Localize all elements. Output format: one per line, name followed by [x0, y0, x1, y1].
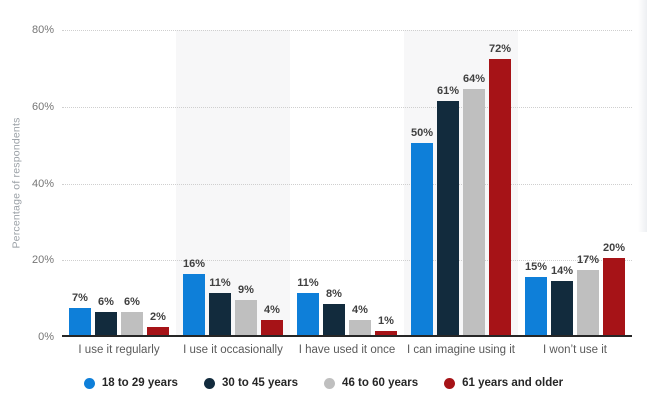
legend-item: 46 to 60 years: [324, 377, 418, 389]
bar-value-label: 15%: [524, 261, 548, 274]
bar[interactable]: [349, 319, 371, 335]
y-tick-label: 0%: [38, 331, 54, 343]
bar[interactable]: [69, 308, 91, 335]
y-tick-label: 80%: [31, 24, 54, 36]
bar[interactable]: [489, 58, 511, 335]
legend-item: 61 years and older: [444, 377, 563, 389]
legend-item: 18 to 29 years: [83, 377, 178, 389]
bar-wrapper: 14%: [551, 265, 573, 335]
x-category-label: I use it regularly: [78, 344, 160, 356]
bar-wrapper: 1%: [375, 315, 397, 335]
bar[interactable]: [261, 319, 283, 335]
y-tick-label: 60%: [31, 100, 54, 113]
bar-wrapper: 50%: [411, 127, 433, 335]
bar-wrapper: 8%: [323, 288, 345, 335]
bar-wrapper: 72%: [489, 43, 511, 335]
bar-wrapper: 7%: [69, 292, 91, 335]
bar-value-label: 17%: [576, 253, 600, 266]
bar-value-label: 8%: [326, 288, 342, 301]
bar-wrapper: 4%: [261, 304, 283, 335]
bar-group: 50% 61% 64% 72%: [404, 30, 518, 335]
bar-value-label: 7%: [72, 292, 88, 305]
bar[interactable]: [183, 273, 205, 335]
bar[interactable]: [297, 292, 319, 335]
bar-group: 11% 8% 4% 1%: [290, 30, 404, 335]
x-axis-category-labels: I use it regularly I use it occasionally I…: [62, 344, 632, 356]
bar-value-label: 11%: [297, 276, 319, 289]
right-edge-shadow: [638, 0, 647, 232]
gridline: [62, 260, 632, 262]
bar[interactable]: [375, 331, 397, 335]
bar-wrapper: 20%: [603, 242, 625, 335]
y-tick-label: 20%: [31, 254, 54, 267]
x-category-label: I can imagine using it: [406, 344, 516, 356]
bar-wrapper: 11%: [297, 277, 319, 335]
gridline: [62, 30, 632, 31]
bar-value-label: 61%: [436, 84, 460, 97]
bar-wrapper: 61%: [437, 85, 459, 335]
bar-group: 16% 11% 9% 4%: [176, 30, 290, 335]
legend-dot-icon: [203, 377, 215, 389]
bar[interactable]: [209, 292, 231, 335]
bar-wrapper: 16%: [183, 258, 205, 335]
gridline: [62, 183, 632, 185]
bar[interactable]: [525, 277, 547, 335]
plot-area: 7% 6% 6% 2% 16% 11% 9% 4% 11% 8% 4% 1% 50% 61% 64% 72% 1…: [62, 30, 632, 337]
bar-value-label: 2%: [150, 311, 166, 324]
bar[interactable]: [95, 311, 117, 335]
x-category-label: I won’t use it: [543, 344, 607, 356]
bar-value-label: 50%: [410, 127, 434, 140]
bar-value-label: 4%: [352, 303, 368, 316]
bar-value-label: 1%: [378, 315, 394, 328]
bar-value-label: 64%: [462, 73, 486, 86]
bar-wrapper: 11%: [209, 277, 231, 335]
legend-label: 61 years and older: [462, 377, 564, 389]
bar-group: 7% 6% 6% 2%: [62, 30, 176, 335]
bar[interactable]: [463, 89, 485, 335]
x-axis-line: [62, 335, 632, 337]
bar-group: 15% 14% 17% 20%: [518, 30, 632, 335]
bar-wrapper: 15%: [525, 261, 547, 335]
bar-wrapper: 17%: [577, 254, 599, 335]
legend-dot-icon: [83, 377, 95, 389]
bar[interactable]: [235, 300, 257, 335]
bar-value-label: 6%: [98, 295, 114, 308]
gridline: [62, 106, 632, 108]
bar-wrapper: 4%: [349, 304, 371, 335]
bar-value-label: 6%: [124, 295, 140, 308]
bar[interactable]: [121, 311, 143, 335]
bar-value-label: 72%: [488, 42, 512, 55]
x-category-label: I have used it once: [298, 344, 396, 356]
legend-dot-icon: [324, 377, 336, 389]
bar-wrapper: 6%: [95, 296, 117, 335]
bar-wrapper: 2%: [147, 311, 169, 335]
y-tick-label: 40%: [31, 177, 54, 190]
bar-wrapper: 64%: [463, 73, 485, 335]
bar-value-label: 11%: [209, 276, 231, 289]
legend-label: 46 to 60 years: [342, 377, 419, 389]
bar-value-label: 14%: [550, 265, 574, 278]
x-category-label: I use it occasionally: [183, 344, 283, 356]
bar-value-label: 4%: [264, 303, 280, 316]
bar[interactable]: [323, 304, 345, 335]
bar-wrapper: 9%: [235, 284, 257, 335]
bar[interactable]: [551, 281, 573, 335]
bar-value-label: 16%: [182, 257, 206, 270]
legend-item: 30 to 45 years: [203, 377, 299, 389]
legend-dot-icon: [444, 377, 456, 389]
legend: 18 to 29 years 30 to 45 years 46 to 60 yea…: [0, 377, 647, 389]
bar[interactable]: [603, 258, 625, 335]
legend-label: 18 to 29 years: [101, 377, 178, 389]
bar-value-label: 20%: [602, 242, 626, 255]
bar-wrapper: 6%: [121, 296, 143, 335]
bar[interactable]: [411, 143, 433, 335]
legend-label: 30 to 45 years: [221, 377, 299, 389]
bar[interactable]: [147, 327, 169, 335]
bar[interactable]: [577, 269, 599, 335]
bar[interactable]: [437, 100, 459, 335]
bar-value-label: 9%: [238, 284, 254, 297]
